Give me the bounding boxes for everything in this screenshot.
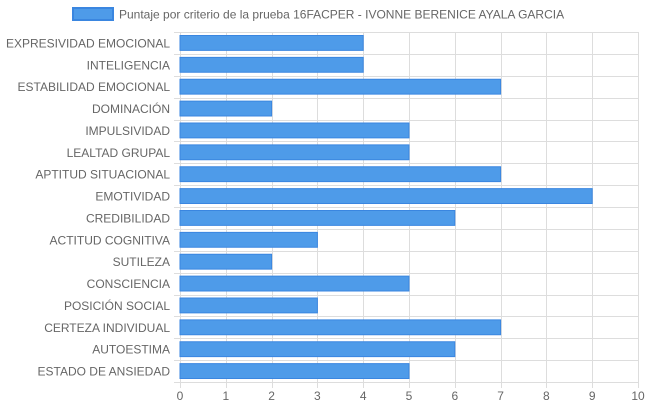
bar[interactable] [179, 210, 456, 226]
x-tick-label: 4 [360, 389, 367, 403]
category-label: ACTITUD COGNITIVA [50, 233, 170, 247]
category-label: EMOTIVIDAD [95, 190, 170, 204]
x-tick-label: 3 [314, 389, 321, 403]
category-label: ESTABILIDAD EMOCIONAL [18, 80, 171, 94]
category-label: APTITUD SITUACIONAL [35, 168, 170, 182]
x-tick-label: 10 [631, 389, 645, 403]
category-label: CONSCIENCIA [87, 277, 170, 291]
bar[interactable] [179, 341, 456, 358]
category-label: IMPULSIVIDAD [85, 124, 170, 138]
bar[interactable] [179, 78, 502, 95]
x-tick-label: 1 [222, 389, 229, 403]
bars [179, 35, 593, 379]
bar[interactable] [179, 166, 502, 183]
category-label: SUTILEZA [113, 255, 170, 269]
bar[interactable] [179, 297, 318, 314]
category-label: AUTOESTIMA [92, 343, 170, 357]
x-tick-label: 2 [268, 389, 275, 403]
x-tick-label: 7 [497, 389, 504, 403]
bar[interactable] [179, 188, 593, 204]
category-label: DOMINACIÓN [92, 101, 170, 116]
bar[interactable] [179, 35, 364, 51]
bar[interactable] [179, 253, 273, 270]
bar[interactable] [179, 231, 318, 248]
x-tick-label: 9 [589, 389, 596, 403]
category-label: LEALTAD GRUPAL [67, 146, 171, 160]
category-label: POSICIÓN SOCIAL [64, 298, 170, 313]
category-label: CERTEZA INDIVIDUAL [44, 321, 170, 335]
category-label: INTELIGENCIA [87, 58, 170, 72]
bar[interactable] [179, 363, 410, 379]
legend-swatch [72, 7, 114, 21]
x-tick-label: 8 [543, 389, 550, 403]
category-label: CREDIBILIDAD [86, 211, 170, 225]
x-tick-label: 6 [451, 389, 458, 403]
legend-label: Puntaje por criterio de la prueba 16FACP… [119, 8, 564, 22]
category-label: EXPRESIVIDAD EMOCIONAL [6, 36, 170, 50]
bar[interactable] [179, 56, 364, 73]
category-label: ESTADO DE ANSIEDAD [38, 365, 171, 379]
x-axis-ticks: 0 1 2 3 4 5 6 7 8 9 10 [177, 389, 645, 403]
bar[interactable] [179, 144, 410, 161]
category-labels: EXPRESIVIDAD EMOCIONAL INTELIGENCIA ESTABI… [6, 36, 170, 378]
x-tick-label: 5 [406, 389, 413, 403]
x-tick-label: 0 [177, 389, 184, 403]
bar[interactable] [179, 122, 410, 139]
legend[interactable]: Puntaje por criterio de la prueba 16FACP… [72, 7, 564, 22]
bar[interactable] [179, 319, 502, 336]
bar[interactable] [179, 275, 410, 292]
bar[interactable] [179, 100, 273, 117]
